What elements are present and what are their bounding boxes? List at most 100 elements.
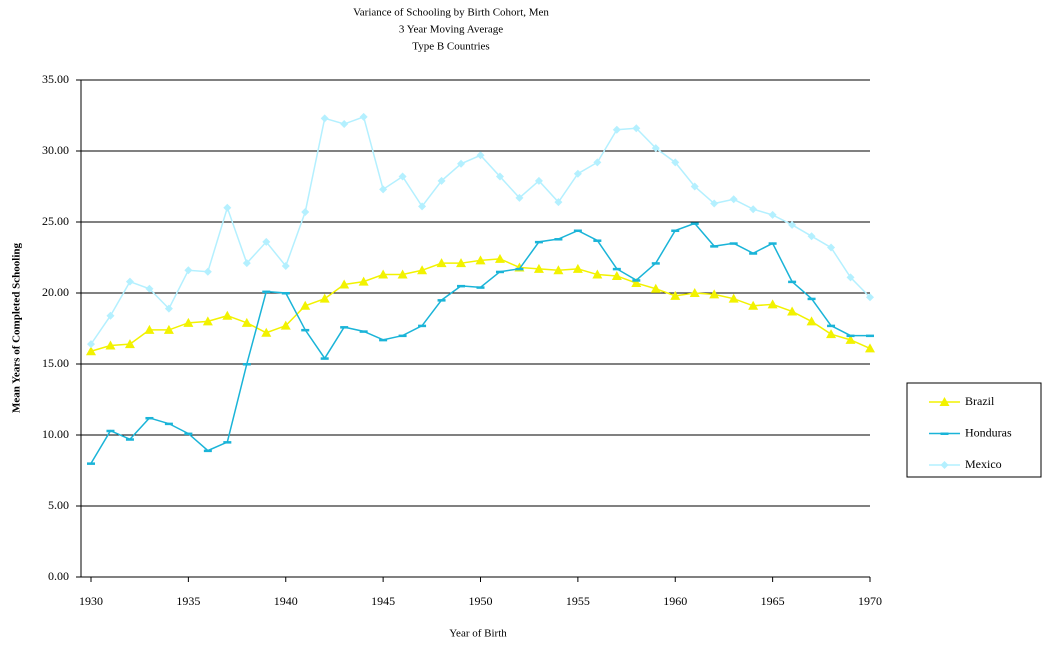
- point: [124, 339, 135, 349]
- point: [437, 176, 446, 185]
- point: [554, 238, 563, 241]
- point: [826, 329, 837, 339]
- point: [554, 198, 563, 207]
- point: [710, 199, 719, 208]
- point: [145, 416, 154, 420]
- x-tick-label: 1950: [469, 594, 493, 608]
- point: [729, 195, 738, 204]
- point: [106, 311, 115, 320]
- point: [222, 310, 233, 320]
- legend-marker: [939, 397, 950, 406]
- x-axis-label: Year of Birth: [449, 628, 507, 640]
- point: [611, 270, 622, 280]
- point: [671, 158, 680, 167]
- point: [359, 330, 368, 333]
- point: [398, 172, 407, 181]
- x-tick-label: 1965: [761, 594, 785, 608]
- point: [768, 242, 777, 245]
- point: [651, 262, 660, 265]
- point: [417, 265, 428, 275]
- point: [709, 289, 720, 299]
- point: [632, 279, 641, 282]
- point: [710, 245, 719, 248]
- point: [807, 232, 816, 241]
- point: [319, 293, 330, 303]
- point: [495, 270, 504, 274]
- point: [340, 326, 349, 329]
- point: [749, 205, 758, 214]
- point: [534, 240, 543, 244]
- point: [787, 306, 798, 316]
- point: [476, 286, 485, 289]
- point: [612, 125, 621, 134]
- point: [339, 279, 350, 289]
- point: [456, 258, 467, 268]
- point: [690, 182, 699, 191]
- point: [164, 304, 173, 313]
- x-tick-label: 1970: [858, 594, 882, 608]
- point: [632, 124, 641, 133]
- point: [457, 159, 466, 168]
- point: [806, 316, 817, 326]
- point: [86, 346, 96, 356]
- point: [553, 265, 564, 275]
- point: [437, 299, 446, 302]
- x-tick-label: 1945: [371, 594, 395, 608]
- point: [379, 185, 388, 194]
- y-tick-label: 30.00: [42, 143, 69, 157]
- y-tick-label: 25.00: [42, 214, 69, 228]
- point: [281, 262, 290, 271]
- point: [145, 284, 154, 293]
- point: [242, 363, 251, 366]
- point: [728, 293, 739, 303]
- y-tick-label: 20.00: [42, 285, 69, 299]
- point: [379, 338, 388, 342]
- point: [144, 324, 155, 334]
- point: [262, 290, 271, 294]
- point: [592, 269, 603, 279]
- point: [203, 449, 212, 453]
- point: [184, 266, 193, 275]
- point: [87, 340, 95, 349]
- y-tick-label: 10.00: [42, 427, 69, 441]
- point: [846, 273, 855, 282]
- point: [202, 316, 213, 326]
- point: [573, 229, 582, 233]
- point: [671, 229, 680, 233]
- chart-subtitle: Type B Countries: [412, 41, 489, 53]
- point: [494, 253, 505, 263]
- point: [807, 297, 816, 301]
- x-tick-label: 1955: [566, 594, 590, 608]
- point: [301, 328, 310, 332]
- legend-label: Brazil: [965, 394, 995, 408]
- point: [690, 222, 699, 225]
- point: [612, 267, 621, 271]
- point: [865, 343, 875, 353]
- point: [476, 151, 485, 160]
- point: [223, 203, 232, 212]
- y-axis-label: Mean Years of Completed Schooling: [11, 242, 23, 413]
- point: [515, 267, 524, 271]
- point: [749, 252, 758, 255]
- x-tick-label: 1960: [663, 594, 687, 608]
- point: [261, 327, 272, 337]
- point: [87, 462, 95, 465]
- point: [788, 280, 797, 284]
- point: [436, 258, 447, 268]
- point: [631, 278, 642, 288]
- point: [281, 292, 290, 295]
- x-tick-label: 1940: [274, 594, 298, 608]
- point: [105, 340, 116, 350]
- point: [359, 112, 368, 121]
- point: [533, 263, 544, 273]
- y-tick-label: 0.00: [48, 569, 69, 583]
- point: [358, 276, 369, 286]
- point: [163, 324, 174, 334]
- point: [184, 432, 193, 436]
- point: [340, 120, 349, 129]
- point: [689, 288, 700, 297]
- point: [475, 255, 486, 265]
- point: [397, 269, 408, 279]
- point: [262, 237, 271, 246]
